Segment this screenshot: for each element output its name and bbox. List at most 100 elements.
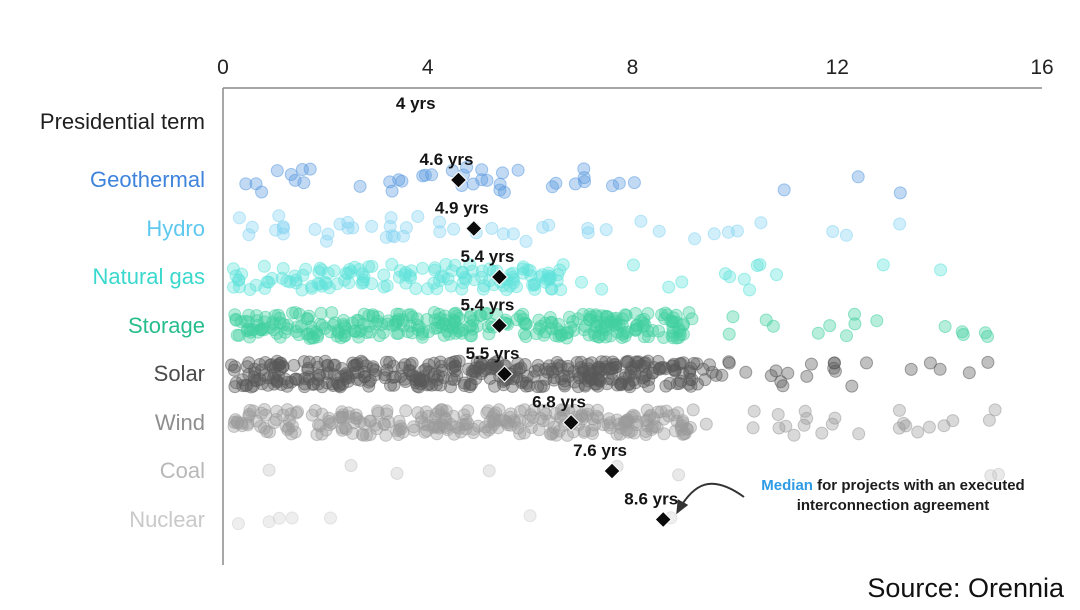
data-dot bbox=[737, 272, 751, 286]
data-dot bbox=[421, 418, 435, 432]
data-dot bbox=[601, 418, 615, 432]
data-dot bbox=[897, 416, 911, 430]
data-dot bbox=[657, 331, 671, 344]
data-dot bbox=[556, 403, 570, 417]
dots-wind bbox=[227, 403, 1002, 442]
data-dot bbox=[437, 270, 450, 284]
data-dot bbox=[288, 425, 302, 439]
median-label: 5.4 yrs bbox=[460, 296, 514, 315]
data-dot bbox=[231, 517, 245, 531]
data-dot bbox=[315, 407, 329, 421]
data-dot bbox=[463, 310, 477, 324]
data-dot bbox=[449, 420, 463, 434]
data-dot bbox=[456, 276, 470, 290]
data-dot bbox=[270, 326, 284, 340]
data-dot bbox=[612, 176, 626, 190]
data-dot bbox=[591, 330, 605, 344]
data-dot bbox=[510, 370, 524, 384]
median-diamond bbox=[490, 268, 509, 286]
data-dot bbox=[228, 380, 242, 394]
data-dot bbox=[270, 164, 284, 178]
data-dot bbox=[365, 219, 379, 233]
data-dot bbox=[384, 211, 398, 225]
data-dot bbox=[629, 323, 643, 337]
data-dot bbox=[353, 179, 367, 193]
data-dot bbox=[571, 380, 585, 394]
data-dot bbox=[273, 356, 287, 370]
data-dot bbox=[911, 425, 925, 439]
data-dot bbox=[243, 323, 257, 337]
row-label-geothermal: Geothermal bbox=[90, 167, 205, 192]
data-dot bbox=[276, 221, 290, 235]
data-dot bbox=[482, 327, 496, 341]
data-dot bbox=[544, 282, 558, 296]
median-diamond bbox=[490, 316, 509, 335]
data-dot bbox=[606, 179, 619, 193]
data-dot bbox=[370, 422, 384, 436]
median-diamond bbox=[562, 413, 580, 432]
data-dot bbox=[464, 378, 478, 391]
median-label: 4.6 yrs bbox=[420, 150, 474, 169]
data-dot bbox=[518, 316, 531, 330]
data-dot bbox=[378, 368, 392, 382]
data-dot bbox=[383, 355, 397, 369]
data-dot bbox=[721, 225, 735, 239]
data-dot bbox=[427, 356, 441, 370]
data-dot bbox=[346, 426, 360, 440]
source-credit: Source: Orennia bbox=[867, 573, 1064, 603]
median-label: 6.8 yrs bbox=[532, 393, 586, 412]
median-label: 5.4 yrs bbox=[460, 247, 514, 266]
data-dot bbox=[392, 173, 406, 187]
data-dot bbox=[823, 319, 837, 333]
data-dot bbox=[289, 273, 303, 287]
data-dot bbox=[586, 427, 599, 440]
dots-storage bbox=[228, 306, 994, 345]
data-dot bbox=[558, 379, 572, 393]
data-dot bbox=[518, 358, 532, 371]
data-dot bbox=[593, 374, 607, 388]
data-dot bbox=[474, 309, 488, 322]
data-dot bbox=[445, 164, 459, 177]
data-dot bbox=[594, 362, 607, 376]
data-dot bbox=[399, 404, 413, 418]
data-dot bbox=[618, 308, 632, 322]
data-dot bbox=[314, 306, 328, 320]
data-dot bbox=[425, 378, 439, 392]
data-dot bbox=[510, 280, 523, 294]
data-dot bbox=[379, 428, 393, 442]
data-dot bbox=[315, 263, 328, 277]
data-dot bbox=[630, 415, 644, 429]
data-dot bbox=[475, 270, 489, 284]
dots-hydro bbox=[232, 209, 907, 248]
data-dot bbox=[292, 328, 306, 342]
data-dot bbox=[726, 310, 740, 324]
data-dot bbox=[753, 258, 767, 272]
median-note-line2: interconnection agreement bbox=[796, 497, 990, 514]
data-dot bbox=[404, 264, 418, 278]
data-dot bbox=[662, 280, 676, 294]
data-dot bbox=[469, 365, 482, 379]
data-dot bbox=[707, 227, 721, 241]
data-dot bbox=[627, 176, 641, 190]
data-dot bbox=[356, 273, 370, 287]
data-dot bbox=[257, 259, 271, 273]
data-dot bbox=[377, 268, 391, 282]
data-dot bbox=[534, 380, 548, 394]
data-dot bbox=[532, 423, 546, 437]
data-dot bbox=[553, 410, 567, 424]
data-dot bbox=[344, 459, 358, 472]
data-dot bbox=[514, 404, 527, 418]
data-dot bbox=[686, 403, 700, 417]
data-dot bbox=[646, 366, 660, 380]
median-diamond bbox=[603, 462, 621, 480]
data-dot bbox=[698, 373, 712, 387]
data-dot bbox=[848, 317, 862, 331]
data-dot bbox=[617, 418, 631, 432]
data-dot bbox=[226, 262, 240, 276]
data-dot bbox=[568, 177, 582, 191]
data-dot bbox=[583, 313, 596, 327]
data-dot bbox=[628, 376, 642, 390]
median-label: 4.9 yrs bbox=[435, 199, 489, 218]
data-dot bbox=[243, 283, 257, 296]
